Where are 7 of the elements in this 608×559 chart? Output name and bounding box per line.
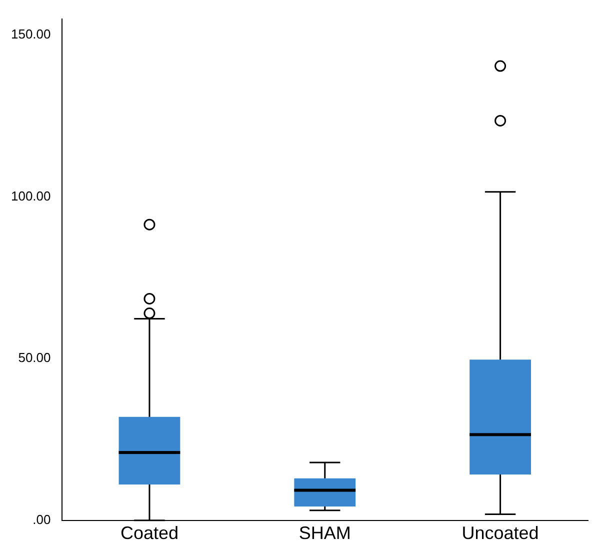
x-tick-label: SHAM (298, 523, 351, 544)
x-tick-label: Uncoated (462, 523, 539, 544)
y-tick-label: 150.00 (10, 26, 51, 42)
y-tick-label: 100.00 (10, 188, 51, 204)
y-tick-label: .00 (32, 512, 51, 527)
x-tick-label: Coated (120, 523, 178, 544)
y-tick-label: 50.00 (18, 350, 51, 366)
